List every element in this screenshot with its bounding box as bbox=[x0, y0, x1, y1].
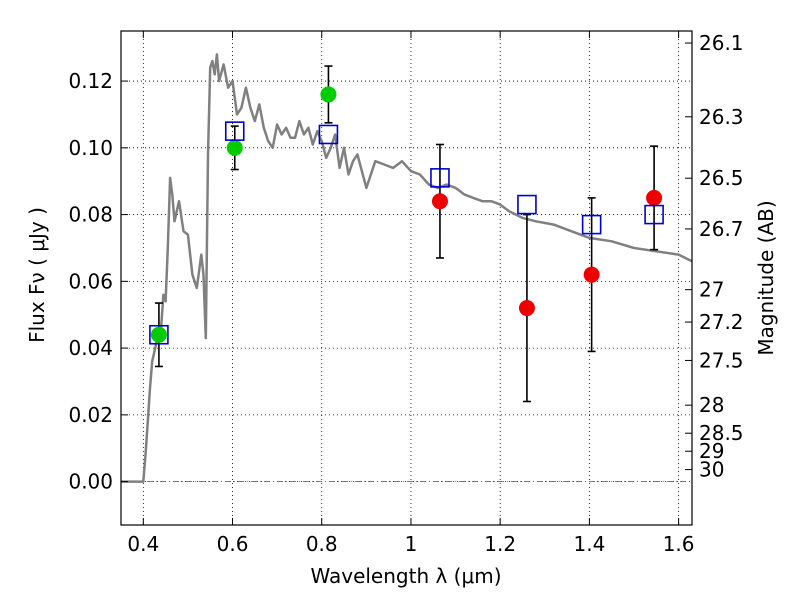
y2-tick-label: 30 bbox=[699, 458, 724, 482]
model-sed-curve-group bbox=[121, 53, 693, 483]
model-photometry-square bbox=[430, 168, 450, 188]
x-axis-ticks: 0.4 0.6 0.8 1 1.2 1.4 1.6 bbox=[127, 31, 695, 556]
y-tick-label: 0.12 bbox=[68, 69, 113, 93]
y-tick-label: 0.10 bbox=[68, 136, 113, 160]
y-tick-label: 0.00 bbox=[68, 470, 113, 494]
y2-tick-label: 28.5 bbox=[699, 421, 744, 445]
observed-point-red bbox=[431, 193, 448, 210]
x-axis-label: Wavelength λ (μm) bbox=[310, 564, 501, 588]
x-tick-label: 0.4 bbox=[127, 532, 159, 556]
y2-tick-label: 26.5 bbox=[699, 166, 744, 190]
x-tick-label: 1.2 bbox=[484, 532, 516, 556]
y2-tick-label: 26.1 bbox=[699, 31, 744, 55]
x-tick-label: 1.4 bbox=[573, 532, 605, 556]
y2-tick-label: 26.3 bbox=[699, 105, 744, 129]
y-tick-label: 0.06 bbox=[68, 269, 113, 293]
y-tick-label: 0.08 bbox=[68, 203, 113, 227]
y2-tick-label: 27.5 bbox=[699, 348, 744, 372]
y2-tick-label: 27.2 bbox=[699, 310, 744, 334]
observed-point-red bbox=[646, 189, 663, 206]
model-photometry-square bbox=[581, 214, 602, 235]
observed-point-red bbox=[518, 300, 535, 317]
model-photometry-square bbox=[224, 121, 245, 141]
x-tick-label: 1 bbox=[405, 532, 418, 556]
markers bbox=[149, 86, 664, 345]
observed-point-green bbox=[226, 139, 243, 156]
model-photometry-square bbox=[149, 324, 169, 345]
observed-point-green bbox=[150, 326, 167, 343]
model-photometry-square bbox=[517, 194, 537, 215]
plot-frame bbox=[120, 30, 693, 526]
x-tick-label: 0.6 bbox=[217, 532, 249, 556]
y-tick-label: 0.04 bbox=[68, 336, 113, 360]
model-sed-curve bbox=[121, 53, 693, 483]
x-tick-label: 0.8 bbox=[306, 532, 338, 556]
y2-axis-label: Magnitude (AB) bbox=[754, 200, 778, 355]
y-axis-label: Flux Fν ( μJy ) bbox=[25, 207, 49, 343]
observed-point-green bbox=[320, 86, 337, 103]
y2-tick-label: 29 bbox=[699, 439, 724, 463]
y-tick-label: 0.02 bbox=[68, 403, 113, 427]
y2-tick-label: 28 bbox=[699, 393, 724, 417]
y2-tick-label: 27 bbox=[699, 278, 724, 302]
y2-tick-label: 26.7 bbox=[699, 217, 744, 241]
model-photometry-square bbox=[644, 204, 664, 225]
y-axis-ticks: 0.00 0.02 0.04 0.06 0.08 0.10 0.12 bbox=[68, 69, 128, 494]
model-photometry-square bbox=[318, 124, 339, 145]
x-tick-label: 1.6 bbox=[663, 532, 695, 556]
observed-point-red bbox=[583, 266, 600, 283]
